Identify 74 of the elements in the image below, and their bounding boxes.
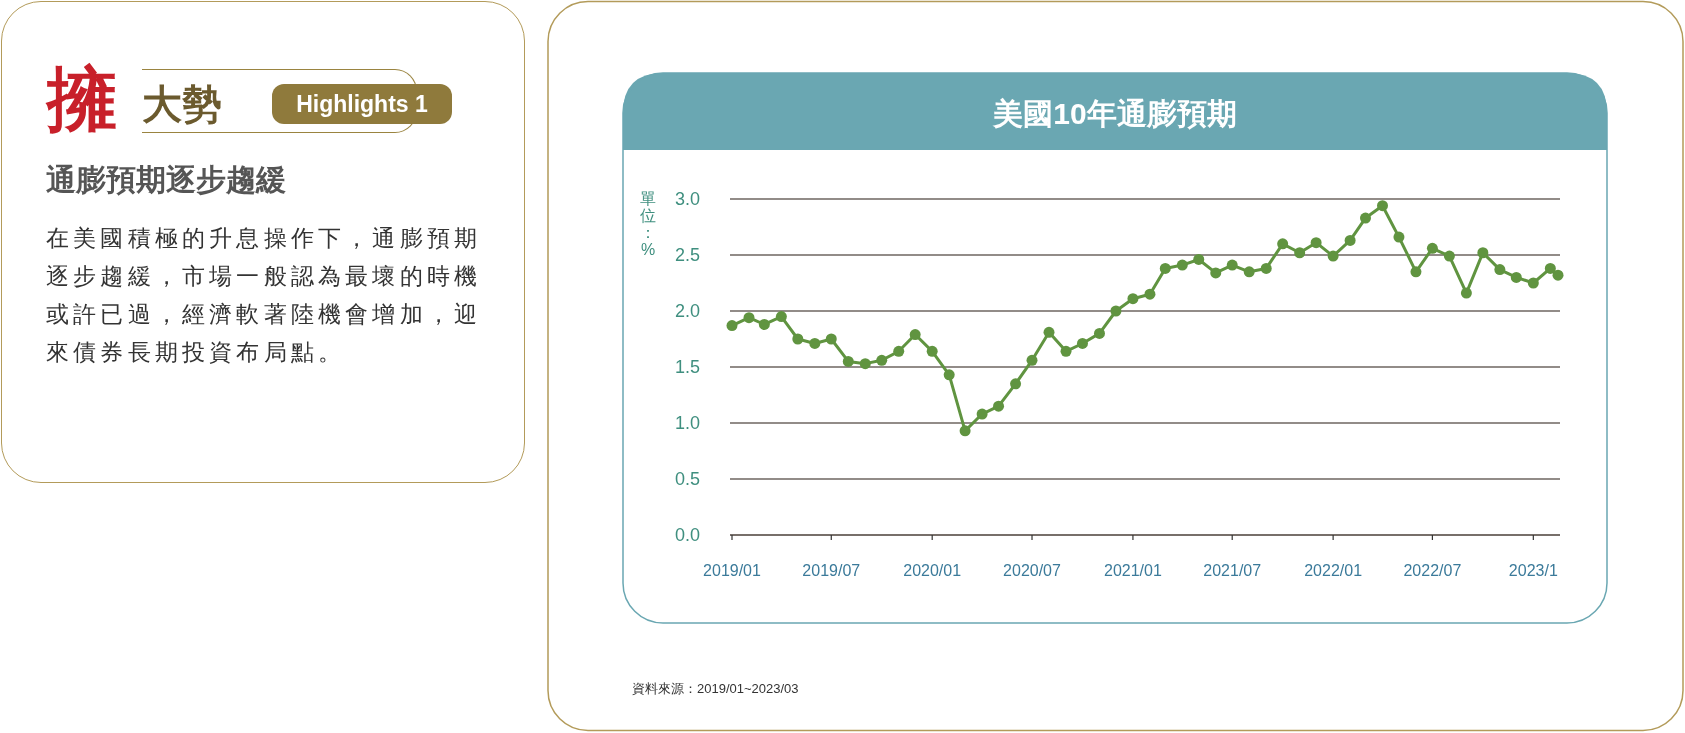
point	[1426, 242, 1438, 254]
text: 在美國積極的升息操作下，通膨預期逐步趨緩，市場一般認為最壞的時機或許已過，經濟軟著陸機會增加，迎來債券長期投資布局點。	[46, 225, 483, 367]
point	[758, 318, 770, 330]
point	[1544, 262, 1556, 274]
point	[1510, 271, 1522, 283]
point	[1443, 250, 1455, 262]
x-tick-label: 2022/01	[1304, 562, 1363, 579]
y-tick-label: 2.0	[674, 301, 700, 321]
point	[825, 333, 837, 345]
point	[1226, 259, 1238, 271]
x-tick-label: 2020/01	[903, 562, 962, 579]
point	[775, 311, 787, 323]
y-tick-label: 0.5	[674, 469, 700, 489]
point	[809, 337, 821, 349]
point	[1076, 337, 1088, 349]
point	[726, 320, 738, 332]
point	[1359, 212, 1371, 224]
point	[926, 345, 938, 357]
point	[943, 369, 955, 381]
point	[1127, 293, 1139, 305]
point	[1093, 327, 1105, 339]
point	[1260, 262, 1272, 274]
y-axis-title: 單位：%	[640, 190, 656, 258]
y-tick-label: 3.0	[674, 189, 700, 209]
point	[1159, 262, 1171, 274]
point	[1294, 247, 1306, 259]
point	[842, 355, 854, 367]
x-tick-label: 2021/07	[1203, 562, 1262, 579]
x-tick-label: 2019/01	[703, 562, 762, 579]
point	[909, 329, 921, 341]
point	[1344, 234, 1356, 246]
point	[1210, 267, 1222, 279]
point	[1026, 354, 1038, 366]
point	[1060, 345, 1072, 357]
point	[1310, 237, 1322, 249]
point	[1144, 288, 1156, 300]
point	[1327, 250, 1339, 262]
y-tick-label: 0.0	[674, 525, 700, 545]
y-tick-label: 2.5	[674, 245, 700, 265]
point	[1494, 264, 1506, 276]
point	[859, 358, 871, 370]
point	[1193, 253, 1205, 265]
point	[743, 312, 755, 324]
point	[1176, 259, 1188, 271]
point	[1277, 238, 1289, 250]
point	[792, 333, 804, 345]
point	[893, 345, 905, 357]
text: 擁大勢	[47, 59, 222, 140]
point	[993, 400, 1005, 412]
point	[1477, 247, 1489, 259]
x-tick-label: 2023/1	[1508, 562, 1558, 579]
source-note: 資料來源：2019/01~2023/03	[632, 681, 799, 696]
x-tick-label: 2020/07	[1003, 562, 1062, 579]
point	[1110, 305, 1122, 317]
point	[1243, 266, 1255, 278]
point	[959, 425, 971, 437]
point	[1043, 326, 1055, 338]
point	[1552, 269, 1564, 281]
point	[1376, 200, 1388, 212]
y-tick-label: 1.0	[674, 413, 700, 433]
point	[976, 408, 988, 420]
point	[1410, 266, 1422, 278]
point	[1460, 287, 1472, 299]
point	[876, 354, 888, 366]
point	[1010, 378, 1022, 390]
x-tick-label: 2019/07	[802, 562, 861, 579]
text: Highlights 1	[272, 84, 452, 124]
text: 通膨預期逐步趨緩	[46, 162, 286, 198]
point	[1393, 231, 1405, 243]
chart-title: 美國10年通膨預期	[992, 97, 1237, 130]
x-tick-label: 2021/01	[1104, 562, 1162, 579]
point	[1527, 277, 1539, 289]
y-tick-label: 1.5	[674, 357, 700, 377]
x-tick-label: 2022/07	[1403, 562, 1462, 579]
